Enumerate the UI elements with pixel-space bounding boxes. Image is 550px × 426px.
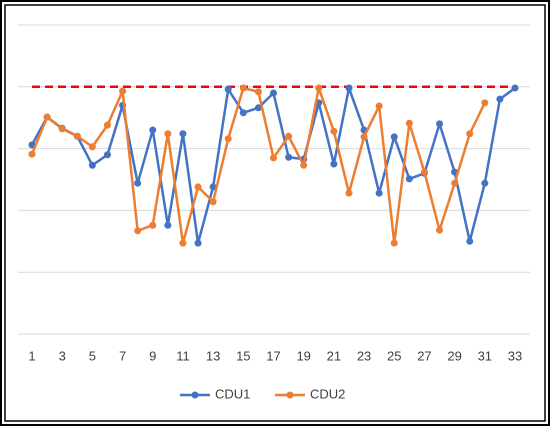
series-marker [134, 179, 142, 187]
series-marker [330, 160, 338, 168]
x-tick-label: 31 [478, 348, 492, 363]
x-tick-label: 15 [236, 348, 250, 363]
series-marker [88, 161, 96, 169]
legend-label: CDU2 [310, 386, 345, 401]
x-tick-label: 25 [387, 348, 401, 363]
inner-frame [4, 4, 546, 422]
series-marker [164, 130, 172, 138]
series-marker [436, 120, 444, 128]
x-tick-label: 27 [417, 348, 431, 363]
series-marker [330, 127, 338, 135]
series-marker [254, 104, 262, 112]
series-marker [149, 221, 157, 229]
series-marker [451, 179, 459, 187]
series-marker [390, 133, 398, 141]
series-marker [254, 88, 262, 96]
series-marker [88, 143, 96, 151]
x-tick-label: 21 [327, 348, 341, 363]
series-marker [103, 121, 111, 129]
series-marker [405, 175, 413, 183]
series-marker [179, 239, 187, 247]
x-tick-label: 11 [176, 348, 190, 363]
series-marker [43, 113, 51, 121]
series-marker [134, 227, 142, 235]
series-marker [300, 161, 308, 169]
series-marker [149, 126, 157, 134]
series-marker [345, 84, 353, 92]
x-tick-label: 29 [447, 348, 461, 363]
series-marker [164, 221, 172, 229]
series-marker [58, 125, 66, 133]
x-tick-label: 5 [89, 348, 96, 363]
series-marker [239, 109, 247, 117]
series-marker [511, 84, 519, 92]
x-tick-label: 33 [508, 348, 522, 363]
series-marker [285, 153, 293, 161]
x-tick-label: 19 [296, 348, 310, 363]
x-tick-label: 17 [266, 348, 280, 363]
series-marker [481, 179, 489, 187]
series-marker [345, 189, 353, 197]
x-tick-label: 3 [59, 348, 66, 363]
series-marker [270, 154, 277, 162]
series-marker [375, 189, 383, 197]
series-marker [390, 239, 398, 247]
series-marker [270, 89, 277, 97]
x-tick-label: 9 [149, 348, 156, 363]
series-marker [28, 150, 36, 158]
legend-marker [191, 391, 199, 399]
series-marker [405, 119, 413, 127]
series-marker [103, 151, 111, 159]
series-marker [315, 84, 323, 92]
series-marker [224, 85, 232, 93]
series-marker [179, 130, 187, 138]
series-marker [194, 183, 202, 191]
series-marker [481, 99, 489, 107]
series-marker [420, 168, 428, 176]
series-marker [209, 198, 217, 206]
series-marker [73, 132, 81, 140]
series-marker [209, 183, 217, 191]
series-marker [119, 87, 127, 95]
legend-label: CDU1 [215, 386, 250, 401]
series-marker [466, 237, 474, 245]
series-marker [360, 133, 368, 141]
series-marker [194, 239, 202, 247]
x-tick-label: 23 [357, 348, 371, 363]
x-tick-label: 7 [119, 348, 126, 363]
series-marker [239, 84, 247, 92]
legend-marker [286, 391, 294, 399]
x-tick-label: 13 [206, 348, 220, 363]
series-marker [224, 135, 232, 143]
series-marker [375, 102, 383, 110]
series-marker [285, 132, 293, 140]
series-marker [496, 95, 504, 103]
series-marker [436, 226, 444, 234]
series-marker [466, 130, 474, 138]
x-tick-label: 1 [28, 348, 35, 363]
